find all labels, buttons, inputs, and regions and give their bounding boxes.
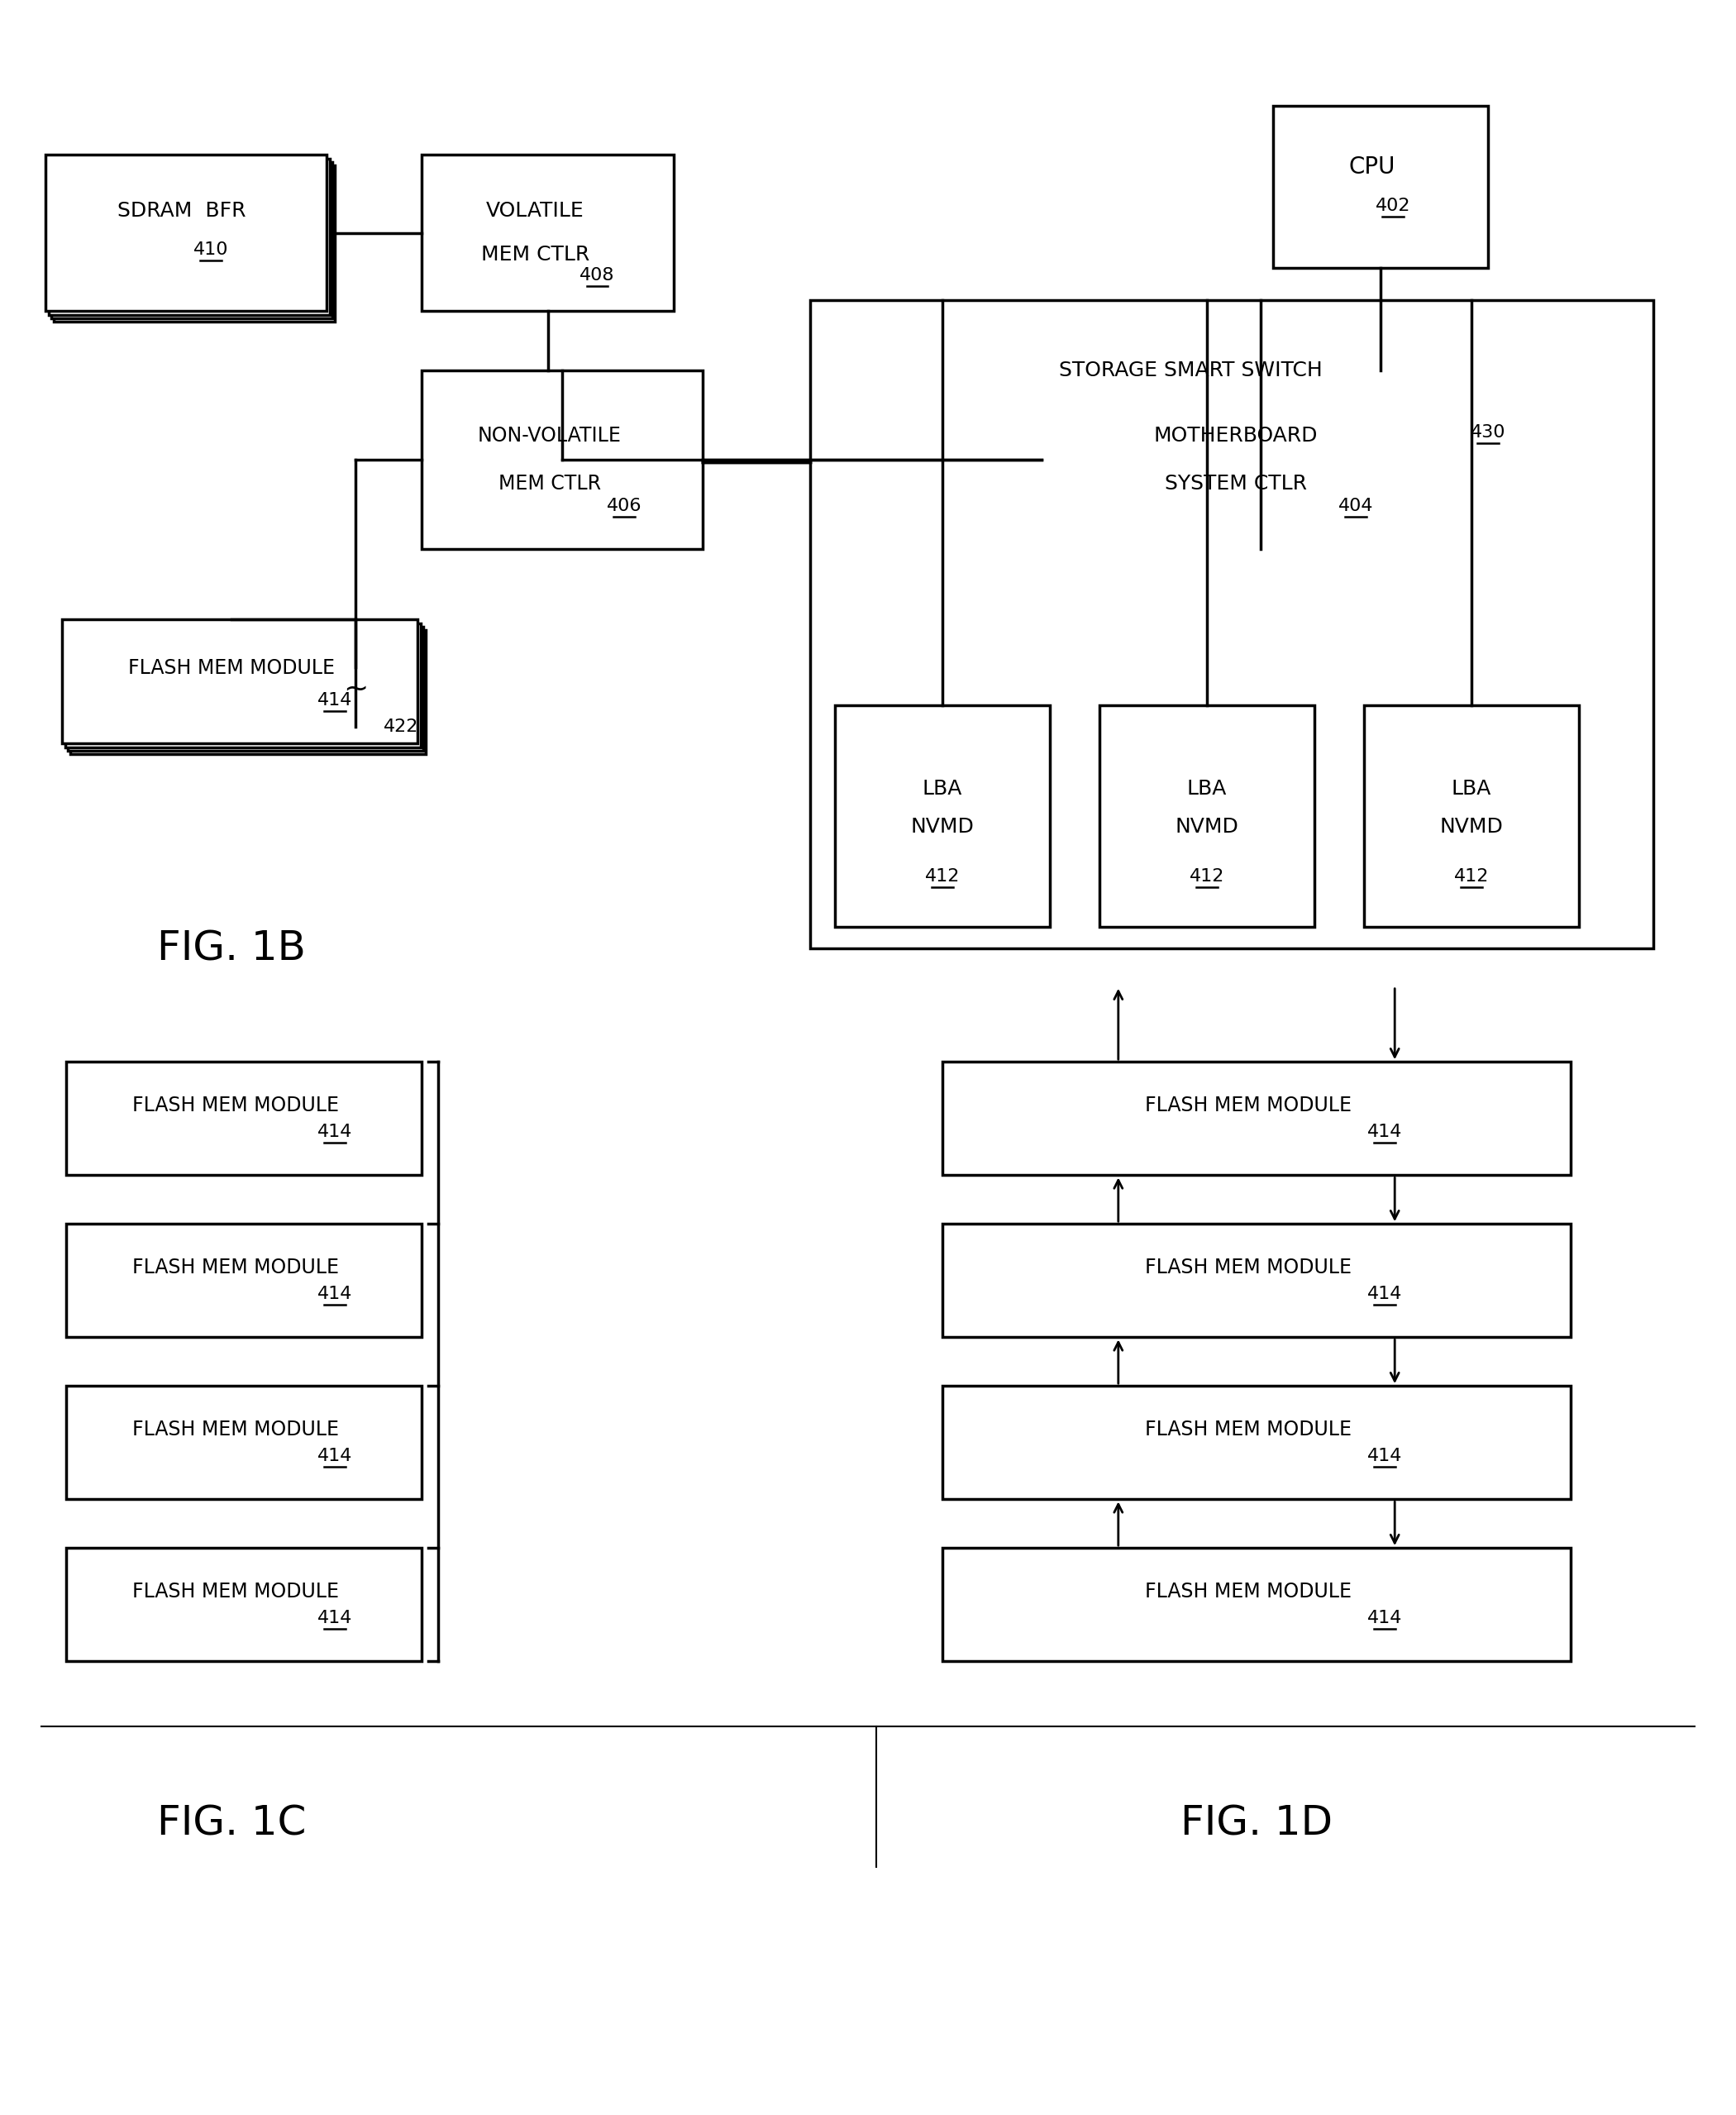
Text: FLASH MEM MODULE: FLASH MEM MODULE — [1146, 1582, 1352, 1601]
Bar — [45, 154, 326, 311]
Bar — [943, 1225, 1571, 1337]
Text: 414: 414 — [318, 692, 352, 709]
Text: SYSTEM CTLR: SYSTEM CTLR — [1165, 474, 1307, 493]
Text: 414: 414 — [1368, 1449, 1403, 1464]
Text: 412: 412 — [925, 867, 960, 884]
Text: 414: 414 — [318, 1449, 352, 1464]
Text: LBA: LBA — [1451, 778, 1491, 799]
Bar — [1099, 706, 1314, 926]
Bar — [66, 1225, 422, 1337]
Text: NVMD: NVMD — [1175, 816, 1240, 838]
Text: 402: 402 — [1375, 197, 1410, 214]
Bar — [68, 626, 424, 751]
Text: FLASH MEM MODULE: FLASH MEM MODULE — [1146, 1096, 1352, 1115]
Bar — [835, 706, 1050, 926]
Text: FLASH MEM MODULE: FLASH MEM MODULE — [1146, 1258, 1352, 1277]
Text: LBA: LBA — [1187, 778, 1227, 799]
Text: MOTHERBOARD: MOTHERBOARD — [1154, 425, 1318, 446]
Text: 414: 414 — [318, 1123, 352, 1140]
Text: 404: 404 — [1338, 497, 1373, 514]
Text: FLASH MEM MODULE: FLASH MEM MODULE — [1146, 1419, 1352, 1440]
Bar — [943, 1548, 1571, 1660]
Text: 412: 412 — [1455, 867, 1489, 884]
Text: FIG. 1B: FIG. 1B — [158, 928, 306, 969]
Text: NVMD: NVMD — [911, 816, 974, 838]
Bar — [422, 370, 703, 548]
Bar — [1042, 370, 1479, 548]
Text: MEM CTLR: MEM CTLR — [498, 474, 601, 493]
Bar — [54, 165, 335, 321]
Bar — [66, 1385, 422, 1500]
Text: SDRAM  BFR: SDRAM BFR — [118, 201, 247, 222]
Bar — [1272, 106, 1488, 269]
Text: FLASH MEM MODULE: FLASH MEM MODULE — [128, 658, 335, 679]
Text: MEM CTLR: MEM CTLR — [481, 245, 590, 264]
Text: 414: 414 — [1368, 1123, 1403, 1140]
Bar — [69, 630, 425, 753]
Text: 406: 406 — [606, 497, 642, 514]
Bar — [943, 1062, 1571, 1176]
Text: STORAGE SMART SWITCH: STORAGE SMART SWITCH — [1059, 360, 1323, 381]
Text: ~: ~ — [344, 675, 368, 702]
Text: 408: 408 — [580, 266, 615, 283]
Text: NON-VOLATILE: NON-VOLATILE — [477, 425, 621, 446]
Bar — [66, 624, 420, 747]
Text: CPU: CPU — [1349, 157, 1396, 180]
Bar — [49, 159, 330, 315]
Text: 430: 430 — [1470, 425, 1505, 442]
Text: NVMD: NVMD — [1439, 816, 1503, 838]
Text: 414: 414 — [318, 1286, 352, 1303]
Bar — [52, 163, 332, 319]
Text: 412: 412 — [1189, 867, 1224, 884]
Text: FLASH MEM MODULE: FLASH MEM MODULE — [132, 1582, 339, 1601]
Text: 414: 414 — [1368, 1286, 1403, 1303]
Text: 414: 414 — [318, 1610, 352, 1626]
Text: FIG. 1C: FIG. 1C — [156, 1804, 306, 1842]
Bar — [66, 1062, 422, 1176]
Bar — [66, 1548, 422, 1660]
Text: LBA: LBA — [922, 778, 962, 799]
Bar — [1364, 706, 1580, 926]
Bar — [943, 1385, 1571, 1500]
Text: FLASH MEM MODULE: FLASH MEM MODULE — [132, 1258, 339, 1277]
Text: FIG. 1D: FIG. 1D — [1180, 1804, 1333, 1842]
Text: FLASH MEM MODULE: FLASH MEM MODULE — [132, 1419, 339, 1440]
Text: FLASH MEM MODULE: FLASH MEM MODULE — [132, 1096, 339, 1115]
Text: 422: 422 — [384, 719, 418, 736]
Text: 414: 414 — [1368, 1610, 1403, 1626]
Bar — [422, 154, 674, 311]
Bar — [62, 620, 417, 742]
Bar — [811, 300, 1653, 948]
Text: VOLATILE: VOLATILE — [486, 201, 585, 222]
Text: 410: 410 — [193, 241, 229, 258]
